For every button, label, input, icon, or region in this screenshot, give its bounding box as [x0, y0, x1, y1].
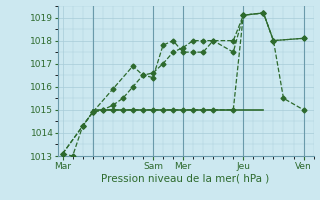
X-axis label: Pression niveau de la mer( hPa ): Pression niveau de la mer( hPa )	[101, 173, 270, 183]
